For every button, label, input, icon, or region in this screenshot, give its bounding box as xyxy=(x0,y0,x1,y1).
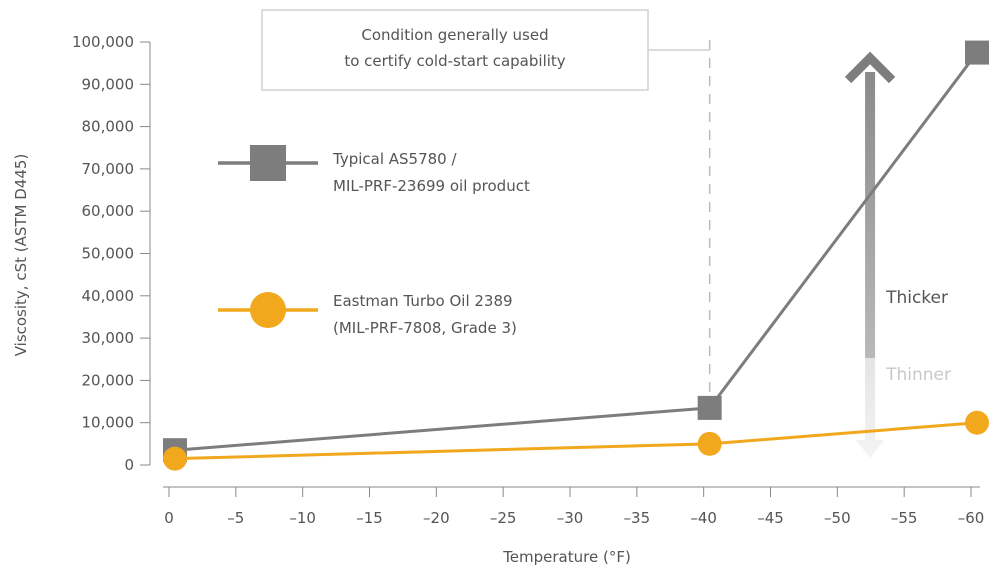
y-tick-label: 0 xyxy=(124,456,134,474)
legend: Typical AS5780 / MIL-PRF-23699 oil produ… xyxy=(218,145,530,337)
y-tick-label: 50,000 xyxy=(82,245,135,263)
x-tick-label: –40 xyxy=(690,509,717,527)
x-tick-label: –25 xyxy=(490,509,517,527)
legend-marker-square xyxy=(250,145,286,181)
x-tick-label: –20 xyxy=(423,509,450,527)
data-point-circle xyxy=(163,446,187,471)
thinner-arrow xyxy=(856,358,885,458)
y-axis-label: Viscosity, cSt (ASTM D445) xyxy=(12,154,30,357)
y-tick-label: 100,000 xyxy=(72,33,134,51)
x-tick-label: –50 xyxy=(824,509,851,527)
y-tick-label: 70,000 xyxy=(82,160,135,178)
x-tick-label: –55 xyxy=(891,509,918,527)
x-tick-label: –45 xyxy=(757,509,784,527)
x-tick-label: 0 xyxy=(164,509,174,527)
y-tick-label: 90,000 xyxy=(82,75,135,93)
x-axis-label: Temperature (°F) xyxy=(502,548,631,566)
x-tick-label: –10 xyxy=(289,509,316,527)
y-tick-label: 10,000 xyxy=(82,414,135,432)
y-tick-label: 80,000 xyxy=(82,118,135,136)
data-point-square xyxy=(697,395,722,420)
series-1 xyxy=(163,410,989,471)
x-tick-label: –35 xyxy=(624,509,651,527)
annotation-line-2: to certify cold-start capability xyxy=(344,52,565,70)
annotation-box xyxy=(261,9,649,91)
legend-marker-circle xyxy=(250,292,286,328)
data-point-circle xyxy=(697,431,722,456)
annotation: Condition generally used to certify cold… xyxy=(261,9,711,400)
x-tick-label: –30 xyxy=(557,509,584,527)
x-axis: 0 –5 –10 –15 –20 –25 –30 –35 –40 –45 –50 –55 –60 xyxy=(164,487,984,527)
series xyxy=(163,40,989,471)
thicker-arrow-shaft xyxy=(865,72,876,358)
y-axis: 0 10,000 20,000 30,000 40,000 50,000 60,000 70,… xyxy=(72,33,150,474)
data-point-square xyxy=(965,40,989,65)
y-tick-label: 60,000 xyxy=(82,202,135,220)
legend-label-eastman-oil-line-1: Eastman Turbo Oil 2389 xyxy=(333,292,513,310)
thicker-label: Thicker xyxy=(885,288,948,308)
x-tick-label: –5 xyxy=(227,509,244,527)
data-point-circle xyxy=(965,410,989,435)
legend-item-eastman-oil: Eastman Turbo Oil 2389 (MIL-PRF-7808, Gr… xyxy=(218,292,517,337)
legend-label-eastman-oil-line-2: (MIL-PRF-7808, Grade 3) xyxy=(333,319,517,337)
legend-item-typical-oil: Typical AS5780 / MIL-PRF-23699 oil produ… xyxy=(218,145,530,195)
thicker-arrow-head xyxy=(844,51,896,84)
x-tick-label: –60 xyxy=(958,509,985,527)
y-tick-label: 20,000 xyxy=(82,371,135,389)
annotation-line-1: Condition generally used xyxy=(361,26,548,44)
legend-label-typical-oil-line-1: Typical AS5780 / xyxy=(332,150,457,168)
x-tick-label: –15 xyxy=(356,509,383,527)
y-tick-label: 40,000 xyxy=(82,287,135,305)
legend-label-typical-oil-line-2: MIL-PRF-23699 oil product xyxy=(333,177,530,195)
thicker-thinner-arrow: Thicker Thinner xyxy=(844,51,951,458)
series-line xyxy=(174,51,979,452)
thinner-label: Thinner xyxy=(885,365,951,385)
y-tick-label: 30,000 xyxy=(82,329,135,347)
